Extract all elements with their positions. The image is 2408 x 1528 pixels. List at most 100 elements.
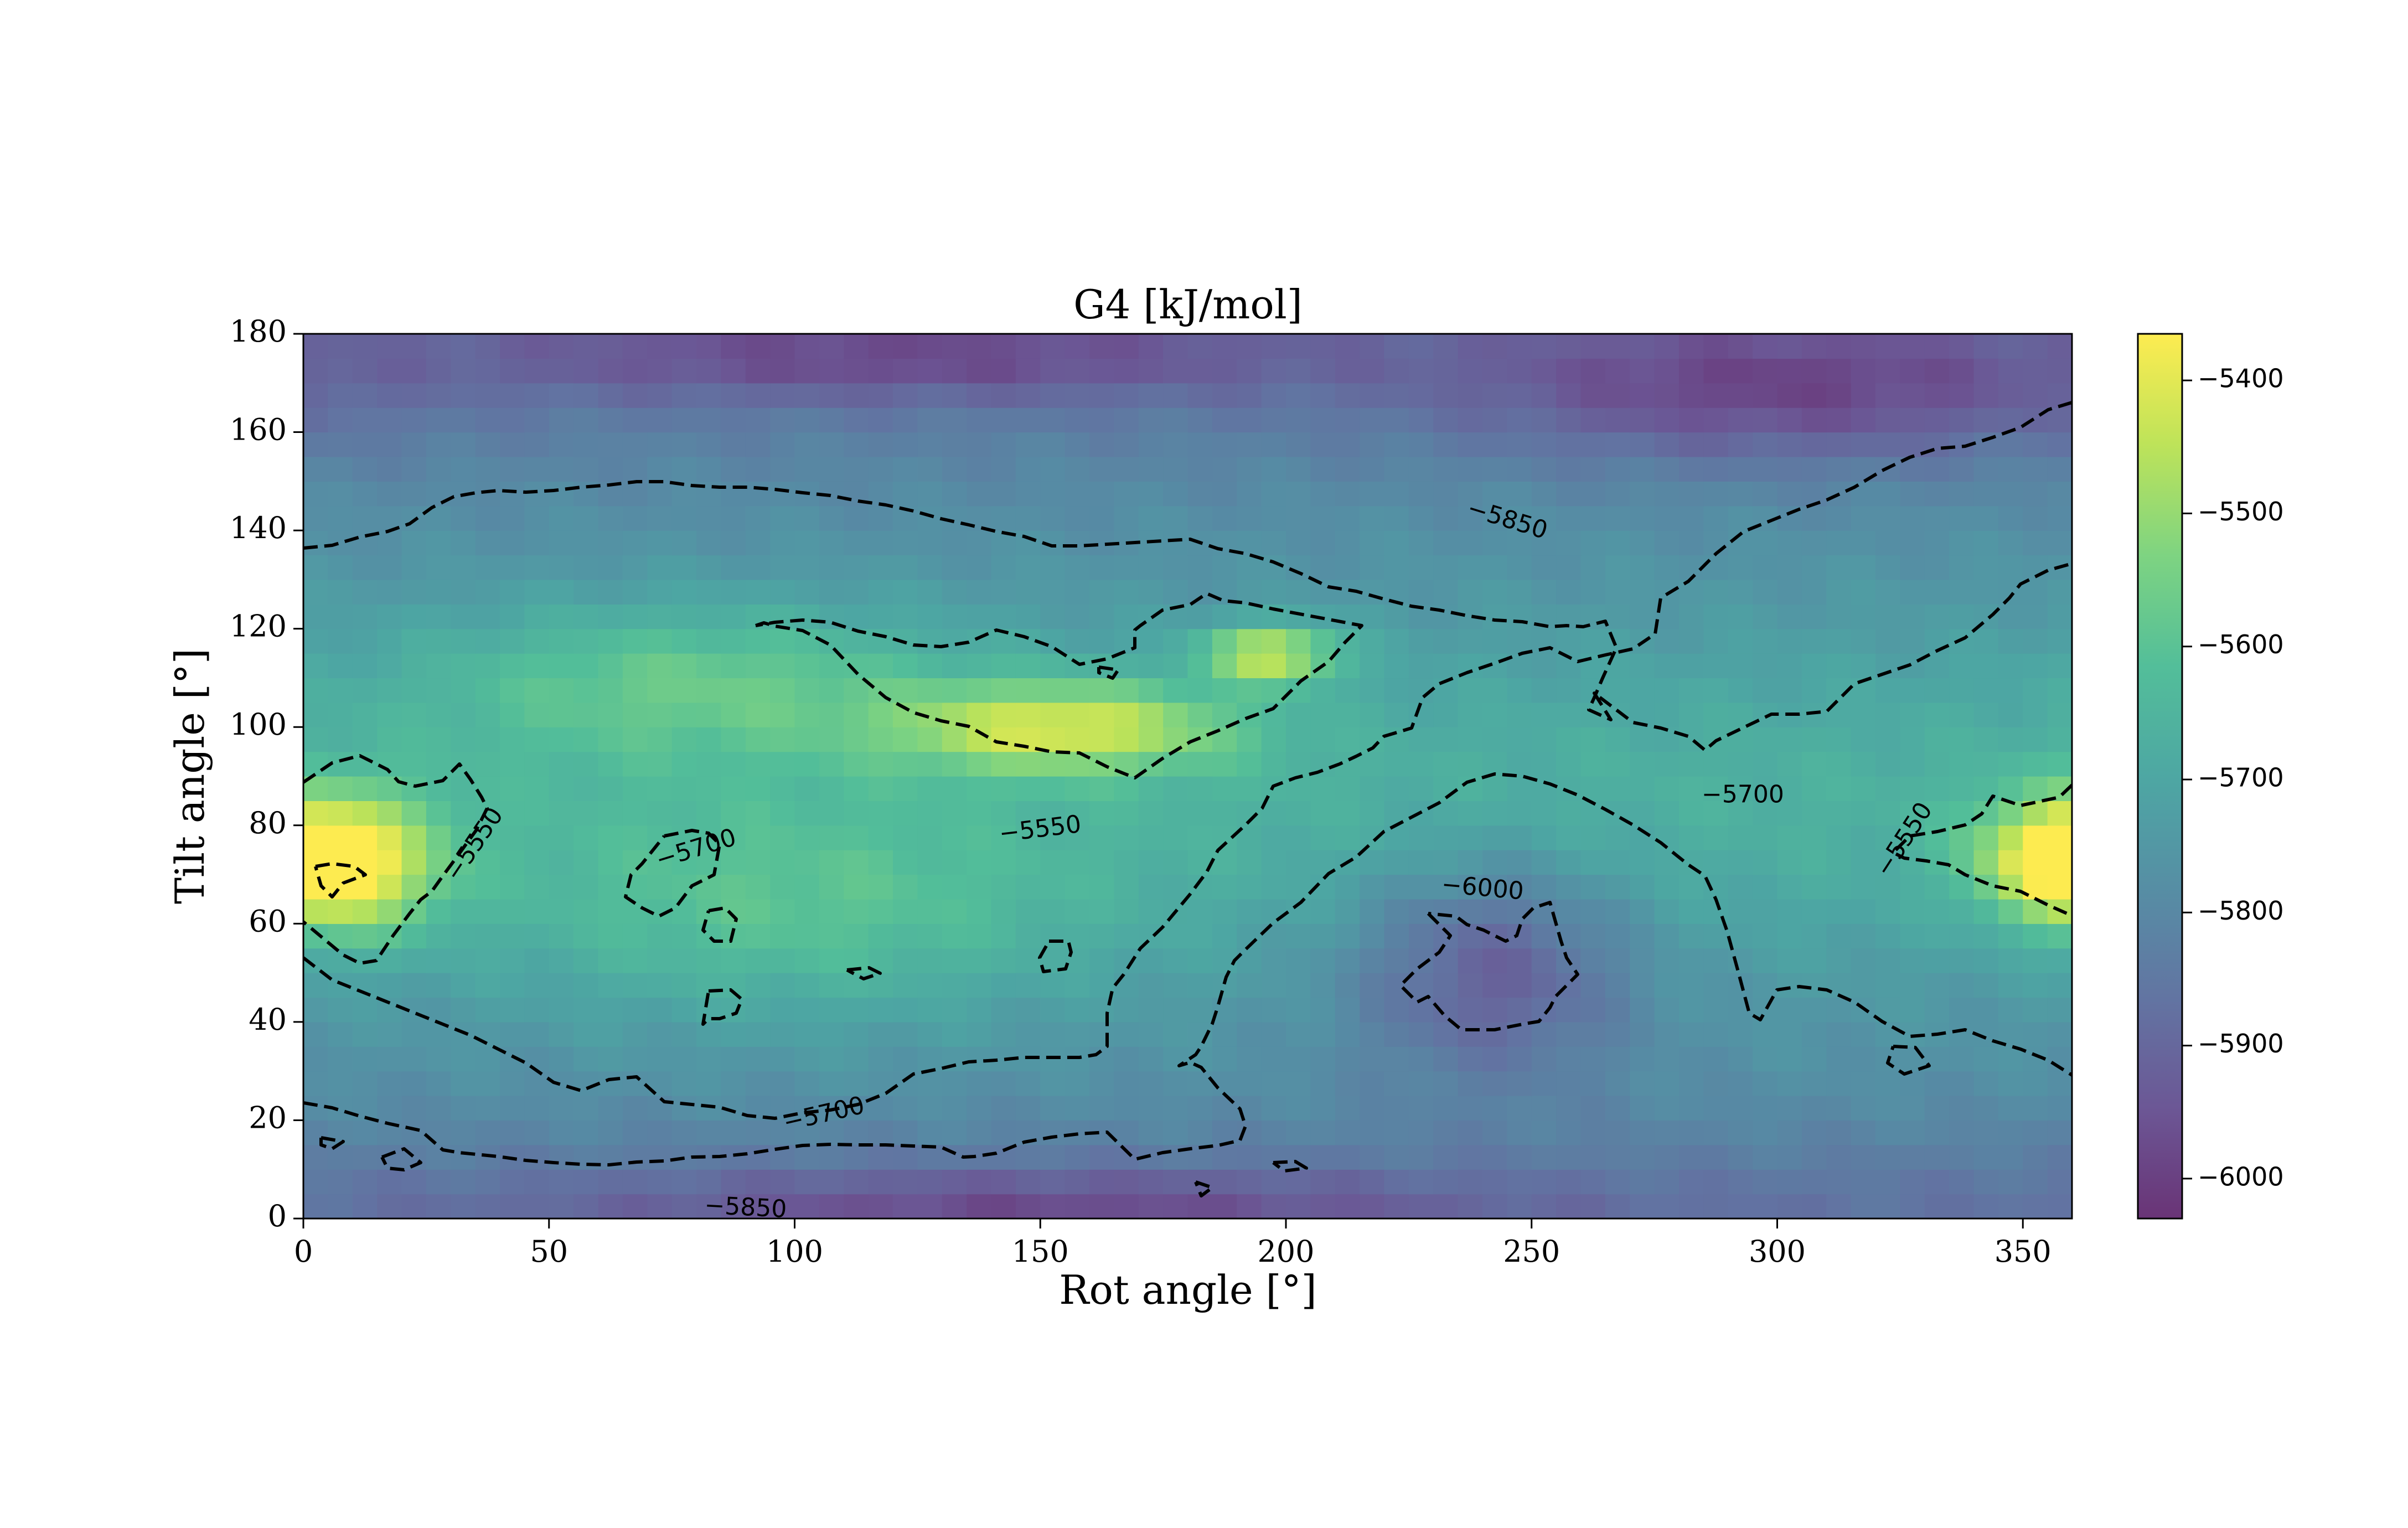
heatmap-cell (917, 899, 943, 924)
heatmap-cell (770, 1120, 795, 1145)
heatmap-cell (2047, 1120, 2072, 1145)
heatmap-cell (1998, 1096, 2023, 1121)
heatmap-cell (794, 334, 820, 359)
heatmap-cell (1531, 432, 1557, 457)
heatmap-cell (1114, 850, 1139, 875)
heatmap-cell (1310, 1144, 1336, 1170)
heatmap-cell (1310, 555, 1336, 580)
heatmap-cell (844, 505, 869, 531)
heatmap-cell (819, 334, 844, 359)
heatmap-cell (524, 579, 550, 605)
heatmap-cell (1998, 432, 2023, 457)
heatmap-cell (942, 530, 967, 556)
heatmap-cell (1482, 1144, 1507, 1170)
heatmap-cell (1458, 579, 1483, 605)
heatmap-cell (1015, 801, 1041, 826)
heatmap-cell (1679, 751, 1704, 777)
heatmap-cell (401, 530, 427, 556)
heatmap-cell (770, 751, 795, 777)
heatmap-cell (1187, 801, 1213, 826)
heatmap-cell (1900, 825, 1925, 850)
heatmap-cell (573, 997, 599, 1023)
heatmap-cell (475, 456, 500, 482)
heatmap-cell (1654, 1144, 1680, 1170)
heatmap-cell (1187, 407, 1213, 433)
heatmap-cell (1605, 530, 1630, 556)
heatmap-cell (451, 899, 476, 924)
heatmap-cell (1310, 678, 1336, 703)
heatmap-cell (967, 1169, 992, 1195)
heatmap-cell (967, 505, 992, 531)
heatmap-cell (1065, 530, 1090, 556)
heatmap-cell (1408, 825, 1434, 850)
heatmap-cell (1089, 1169, 1114, 1195)
heatmap-cell (917, 555, 943, 580)
heatmap-cell (475, 358, 500, 384)
heatmap-cell (1531, 1169, 1557, 1195)
heatmap-cell (524, 481, 550, 507)
heatmap-cell (1580, 923, 1606, 949)
heatmap-cell (1654, 923, 1680, 949)
heatmap-cell (1089, 1144, 1114, 1170)
heatmap-cell (1384, 899, 1409, 924)
heatmap-cell (1089, 456, 1114, 482)
heatmap-cell (1310, 1021, 1336, 1047)
heatmap-cell (622, 948, 648, 973)
heatmap-cell (1801, 456, 1827, 482)
heatmap-cell (1949, 702, 1975, 727)
heatmap-cell (622, 727, 648, 752)
heatmap-cell (426, 481, 451, 507)
heatmap-cell (573, 1021, 599, 1047)
heatmap-cell (426, 997, 451, 1023)
heatmap-cell (598, 678, 623, 703)
heatmap-cell (868, 334, 893, 359)
heatmap-cell (622, 1169, 648, 1195)
heatmap-cell (1924, 579, 1950, 605)
heatmap-cell (1973, 948, 1999, 973)
heatmap-cell (475, 874, 500, 900)
heatmap-cell (794, 383, 820, 408)
heatmap-cell (917, 850, 943, 875)
heatmap-cell (549, 1144, 574, 1170)
heatmap-cell (549, 948, 574, 973)
heatmap-cell (475, 850, 500, 875)
heatmap-cell (1458, 678, 1483, 703)
heatmap-cell (696, 801, 721, 826)
heatmap-cell (1015, 481, 1041, 507)
heatmap-cell (1261, 948, 1286, 973)
heatmap-cell (1605, 948, 1630, 973)
heatmap-cell (721, 1194, 746, 1219)
heatmap-cell (696, 702, 721, 727)
heatmap-cell (671, 432, 697, 457)
heatmap-cell (770, 801, 795, 826)
heatmap-cell (1015, 1021, 1041, 1047)
heatmap-cell (549, 997, 574, 1023)
heatmap-cell (1310, 801, 1336, 826)
heatmap-cell (328, 948, 353, 973)
heatmap-cell (794, 604, 820, 629)
heatmap-cell (794, 973, 820, 998)
heatmap-cell (1703, 579, 1729, 605)
heatmap-cell (917, 456, 943, 482)
heatmap-cell (745, 702, 771, 727)
heatmap-cell (303, 923, 328, 949)
heatmap-cell (1924, 825, 1950, 850)
heatmap-cell (426, 727, 451, 752)
heatmap-cell (794, 555, 820, 580)
heatmap-cell (1654, 579, 1680, 605)
heatmap-cell (598, 530, 623, 556)
heatmap-cell (377, 653, 402, 679)
heatmap-cell (1875, 1021, 1900, 1047)
heatmap-cell (1310, 1096, 1336, 1121)
heatmap-cell (1212, 1169, 1237, 1195)
heatmap-cell (1703, 358, 1729, 384)
heatmap-cell (819, 801, 844, 826)
heatmap-cell (1851, 1169, 1876, 1195)
heatmap-cell (328, 899, 353, 924)
heatmap-cell (917, 1046, 943, 1072)
heatmap-cell (401, 505, 427, 531)
heatmap-cell (451, 1046, 476, 1072)
heatmap-cell (1384, 973, 1409, 998)
heatmap-cell (1556, 899, 1582, 924)
heatmap-cell (1900, 358, 1925, 384)
